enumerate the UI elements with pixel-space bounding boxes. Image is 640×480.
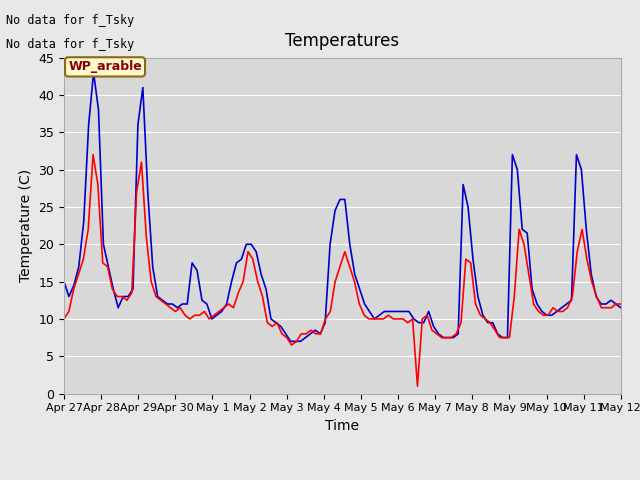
Y-axis label: Temperature (C): Temperature (C) — [19, 169, 33, 282]
X-axis label: Time: Time — [325, 419, 360, 433]
Text: No data for f_Tsky: No data for f_Tsky — [6, 38, 134, 51]
Text: WP_arable: WP_arable — [68, 60, 142, 73]
Title: Temperatures: Temperatures — [285, 33, 399, 50]
Text: No data for f_Tsky: No data for f_Tsky — [6, 14, 134, 27]
